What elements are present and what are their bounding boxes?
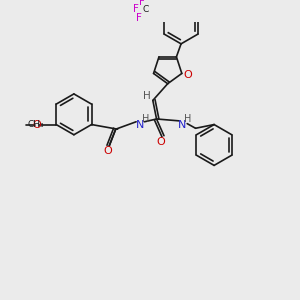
- Text: H: H: [184, 114, 192, 124]
- Text: F: F: [134, 4, 139, 14]
- Text: O: O: [103, 146, 112, 157]
- Text: CH₃: CH₃: [27, 120, 44, 129]
- Text: F: F: [136, 13, 142, 23]
- Text: N: N: [178, 120, 187, 130]
- Text: F: F: [139, 0, 145, 7]
- Text: C: C: [142, 5, 149, 14]
- Text: N: N: [136, 120, 144, 130]
- Text: H: H: [143, 91, 151, 101]
- Text: O: O: [183, 70, 192, 80]
- Text: O: O: [157, 137, 166, 147]
- Text: O: O: [32, 120, 41, 130]
- Text: H: H: [142, 114, 149, 124]
